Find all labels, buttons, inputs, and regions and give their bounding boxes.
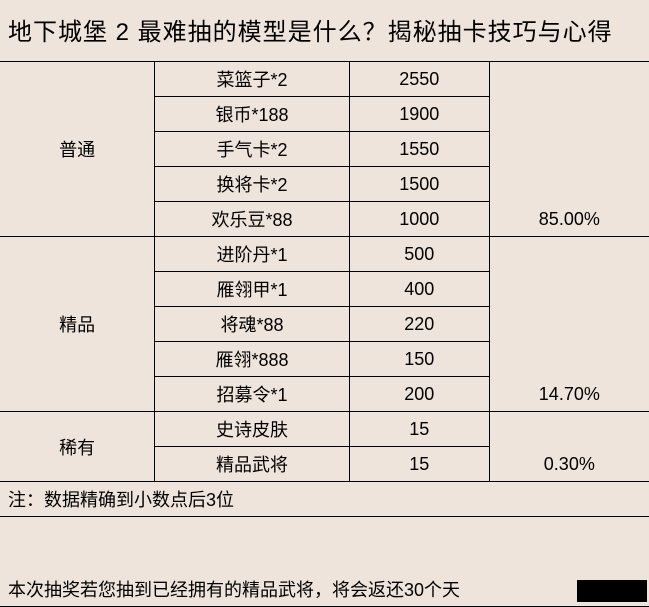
weight-cell: 220 (349, 307, 489, 342)
note-row: 注：数据精确到小数点后3位 (0, 482, 649, 517)
weight-cell: 1000 (349, 202, 489, 237)
item-cell: 招募令*1 (155, 377, 350, 412)
item-cell: 雁翎*888 (155, 342, 350, 377)
item-cell: 换将卡*2 (155, 167, 350, 202)
gacha-table: 普通菜篮子*2255085.00%银币*1881900手气卡*21550换将卡*… (0, 61, 649, 607)
footer-cell: 本次抽奖若您抽到已经拥有的精品武将，将会返还30个天 (0, 517, 649, 607)
weight-cell: 1900 (349, 97, 489, 132)
weight-cell: 15 (349, 412, 489, 447)
table-row: 普通菜篮子*2255085.00% (0, 62, 649, 97)
item-cell: 精品武将 (155, 447, 350, 482)
note-cell: 注：数据精确到小数点后3位 (0, 482, 649, 517)
weight-cell: 1500 (349, 167, 489, 202)
item-cell: 进阶丹*1 (155, 237, 350, 272)
weight-cell: 15 (349, 447, 489, 482)
probability-cell: 14.70% (489, 237, 649, 412)
item-cell: 菜篮子*2 (155, 62, 350, 97)
weight-cell: 200 (349, 377, 489, 412)
table-row: 稀有史诗皮肤150.30% (0, 412, 649, 447)
item-cell: 欢乐豆*88 (155, 202, 350, 237)
weight-cell: 2550 (349, 62, 489, 97)
category-cell: 普通 (0, 62, 155, 237)
redacted-block (577, 580, 647, 602)
category-cell: 稀有 (0, 412, 155, 482)
weight-cell: 500 (349, 237, 489, 272)
category-cell: 精品 (0, 237, 155, 412)
footer-row: 本次抽奖若您抽到已经拥有的精品武将，将会返还30个天 (0, 517, 649, 607)
probability-cell: 0.30% (489, 412, 649, 482)
page-title: 地下城堡 2 最难抽的模型是什么？揭秘抽卡技巧与心得 (0, 0, 649, 57)
probability-cell: 85.00% (489, 62, 649, 237)
weight-cell: 150 (349, 342, 489, 377)
item-cell: 史诗皮肤 (155, 412, 350, 447)
item-cell: 将魂*88 (155, 307, 350, 342)
weight-cell: 400 (349, 272, 489, 307)
item-cell: 银币*188 (155, 97, 350, 132)
item-cell: 手气卡*2 (155, 132, 350, 167)
table-row: 精品进阶丹*150014.70% (0, 237, 649, 272)
weight-cell: 1550 (349, 132, 489, 167)
item-cell: 雁翎甲*1 (155, 272, 350, 307)
